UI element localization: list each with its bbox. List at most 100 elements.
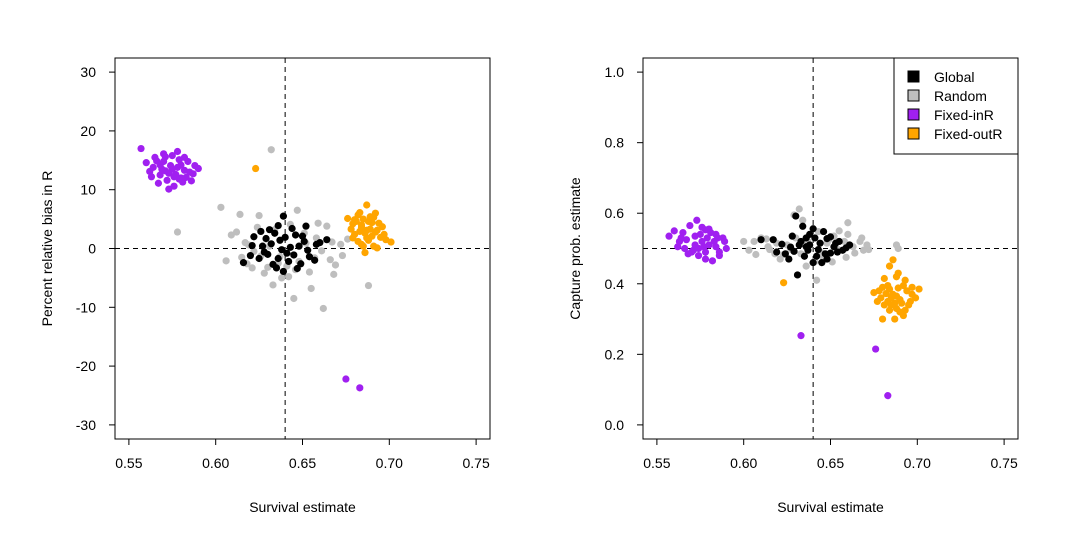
data-point [267, 240, 275, 248]
data-point [891, 299, 899, 307]
series-fixed-outr [252, 164, 395, 257]
data-point [833, 248, 842, 256]
y-tick-label: 0 [88, 241, 96, 257]
data-point [813, 276, 821, 284]
data-point [356, 209, 364, 217]
data-point [677, 234, 685, 242]
data-point [265, 226, 274, 234]
y-tick-label: 0.6 [605, 205, 625, 221]
legend-label: Random [934, 88, 987, 104]
data-point [272, 264, 281, 272]
y-tick-label: 1.0 [605, 64, 625, 80]
data-point [915, 285, 923, 293]
data-point [872, 345, 880, 353]
data-point [350, 216, 359, 224]
data-point [722, 244, 730, 253]
data-point [330, 270, 338, 278]
data-point [364, 281, 373, 290]
data-point [285, 257, 293, 266]
data-point [293, 206, 301, 214]
data-point [357, 221, 366, 229]
panel-1: 0.55 0.60 0.65 0.70 0.75 -30 -20 -10 0 10 20 30 Surv… [39, 57, 491, 515]
data-point [814, 245, 822, 254]
data-point [792, 212, 800, 220]
data-point [271, 229, 279, 237]
data-point [307, 284, 315, 293]
data-point [832, 239, 840, 247]
data-point [752, 250, 760, 259]
data-point [257, 227, 265, 236]
data-point [248, 264, 256, 272]
data-point [858, 234, 866, 242]
data-point [884, 392, 892, 400]
data-point [906, 297, 914, 306]
data-point [686, 221, 694, 230]
data-point [326, 256, 334, 264]
data-point [175, 175, 183, 183]
data-point [342, 375, 350, 383]
data-point [674, 243, 682, 251]
data-point [778, 240, 786, 248]
data-point [279, 212, 288, 220]
data-point [806, 230, 814, 238]
series-global [239, 212, 331, 276]
data-point [701, 255, 710, 263]
data-point [331, 261, 340, 269]
data-point [364, 217, 373, 226]
data-point [156, 171, 164, 179]
data-point [898, 299, 906, 307]
data-point [160, 150, 168, 158]
data-point [250, 233, 258, 241]
data-point [681, 244, 689, 253]
data-point [691, 232, 699, 240]
data-point [851, 249, 859, 257]
data-point [714, 234, 722, 242]
data-point [823, 235, 831, 243]
data-point [885, 262, 894, 270]
legend-label: Global [934, 69, 974, 85]
data-point [903, 287, 911, 295]
data-point [255, 211, 263, 220]
data-point [323, 236, 331, 244]
y-tick-label: -30 [76, 417, 96, 433]
data-point [311, 256, 319, 264]
data-point [788, 232, 796, 240]
x-tick-label: 0.65 [817, 455, 844, 471]
data-point [750, 237, 758, 246]
data-point [878, 283, 887, 291]
data-point [173, 163, 182, 171]
data-point [870, 288, 878, 297]
data-point [180, 153, 189, 161]
data-point [740, 237, 748, 246]
data-point [312, 240, 320, 248]
data-point [790, 247, 798, 255]
data-point [802, 262, 810, 270]
data-point [371, 228, 380, 236]
data-point [363, 201, 371, 209]
data-point [892, 273, 901, 281]
data-point [338, 251, 347, 260]
data-point [156, 161, 164, 169]
data-point [267, 146, 275, 154]
data-point [260, 269, 268, 277]
data-point [278, 274, 286, 282]
data-point [885, 306, 894, 314]
legend-label: Fixed-outR [934, 126, 1002, 142]
data-point [813, 252, 821, 260]
y-tick-label: 10 [80, 182, 96, 198]
data-point [878, 315, 887, 323]
data-point [173, 228, 182, 236]
data-point [173, 147, 182, 156]
data-point [191, 161, 199, 170]
x-tick-label: 0.70 [376, 455, 403, 471]
data-point [757, 236, 765, 244]
x-tick-label: 0.75 [990, 455, 1017, 471]
data-point [269, 281, 277, 289]
data-point [781, 250, 789, 258]
data-point [279, 267, 288, 276]
data-point [901, 276, 909, 284]
data-point [283, 249, 291, 257]
data-point [873, 297, 881, 306]
legend-swatch [907, 108, 920, 121]
data-point [147, 173, 156, 181]
